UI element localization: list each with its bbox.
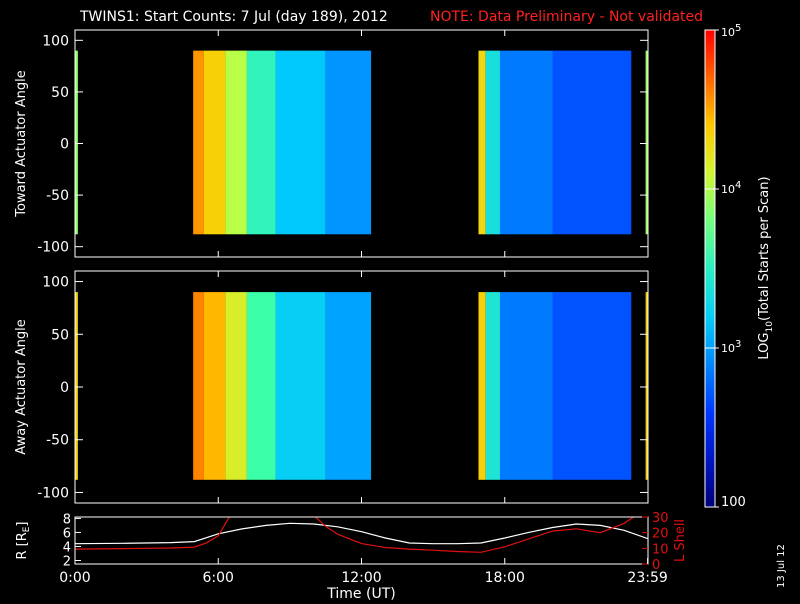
y-axis-label: Toward Actuator Angle xyxy=(14,70,29,217)
heatmap-column xyxy=(499,292,553,480)
heatmap-column xyxy=(645,50,648,235)
heatmap-column xyxy=(75,292,78,480)
heatmap-column xyxy=(193,292,204,480)
y-tick-label: -50 xyxy=(46,433,69,449)
x-tick-label: 6:00 xyxy=(203,570,234,586)
colorbar-label: LOG10(Total Starts per Scan) xyxy=(757,176,775,359)
y-tick-label: 6 xyxy=(63,526,71,541)
heatmap-column xyxy=(478,50,486,235)
y2-tick-label: 30 xyxy=(652,511,669,526)
preliminary-note: NOTE: Data Preliminary - Not validated xyxy=(430,9,703,25)
x-tick-label: 18:00 xyxy=(485,570,525,586)
date-stamp: 13 Jul 12 xyxy=(776,544,787,588)
heatmap-column xyxy=(325,292,372,480)
x-axis-label: Time (UT) xyxy=(326,586,395,600)
heatmap-column xyxy=(75,50,78,235)
y-tick-label: 50 xyxy=(51,85,69,101)
colorbar-tick-label: 100 xyxy=(721,495,746,510)
colorbar-tick-label: 104 xyxy=(721,180,741,196)
x-tick-label: 0:00 xyxy=(59,570,90,586)
y-tick-label: -100 xyxy=(37,485,69,501)
colorbar-tick-label: 103 xyxy=(721,339,741,355)
heatmap-column xyxy=(499,50,553,235)
y-tick-label: 0 xyxy=(60,137,69,153)
colorbar-gradient xyxy=(705,30,715,507)
heatmap-panel-toward: 100 50 0 -50 -100 Toward Actuator Angle xyxy=(14,29,649,258)
heatmap-column xyxy=(325,50,372,235)
y-tick-label: 0 xyxy=(60,380,69,396)
y2-tick-label: 0 xyxy=(652,558,660,573)
y-tick-label: 100 xyxy=(42,275,69,291)
heatmap-column xyxy=(246,292,276,480)
heatmap-column xyxy=(225,292,247,480)
heatmap-column xyxy=(193,50,204,235)
y-axis-label: Away Actuator Angle xyxy=(14,319,29,454)
heatmap-column xyxy=(485,50,500,235)
y2-tick-label: 20 xyxy=(652,527,669,542)
colorbar: 105 104 103 100 LOG10(Total Starts per Scan) xyxy=(704,23,775,510)
y-tick-label: 4 xyxy=(63,540,71,555)
x-tick-label: 12:00 xyxy=(341,570,381,586)
colorbar-tick-label: 105 xyxy=(721,23,741,39)
y-tick-label: 8 xyxy=(63,512,71,527)
heatmap-column xyxy=(552,292,632,480)
heatmap-panel-away: 100 50 0 -50 -100 Away Actuator Angle xyxy=(14,270,649,504)
l-shell-line xyxy=(75,517,635,553)
heatmap-column xyxy=(203,50,226,235)
y-tick-label: -100 xyxy=(37,240,69,256)
heatmap-column xyxy=(478,292,486,480)
heatmap-column xyxy=(246,50,276,235)
y2-tick-label: 10 xyxy=(652,542,669,557)
heatmap-column xyxy=(645,292,648,480)
heatmap-column xyxy=(485,292,500,480)
x-tick-label: 23:59 xyxy=(627,570,667,586)
orbit-frame xyxy=(74,516,649,565)
heatmap-column xyxy=(225,50,247,235)
y-tick-label: -50 xyxy=(46,188,69,204)
y-axis-label: R [RE] xyxy=(15,521,32,559)
y2-axis-label: L Shell xyxy=(673,519,688,562)
heatmap-column xyxy=(203,292,226,480)
heatmap-column xyxy=(275,292,326,480)
heatmap-column xyxy=(275,50,326,235)
heatmap-column xyxy=(552,50,632,235)
y-tick-label: 100 xyxy=(42,33,69,49)
orbit-radius-line xyxy=(75,522,648,545)
chart-title: TWINS1: Start Counts: 7 Jul (day 189), 2… xyxy=(79,9,388,25)
y-tick-label: 50 xyxy=(51,327,69,343)
y-tick-label: 2 xyxy=(63,554,71,569)
